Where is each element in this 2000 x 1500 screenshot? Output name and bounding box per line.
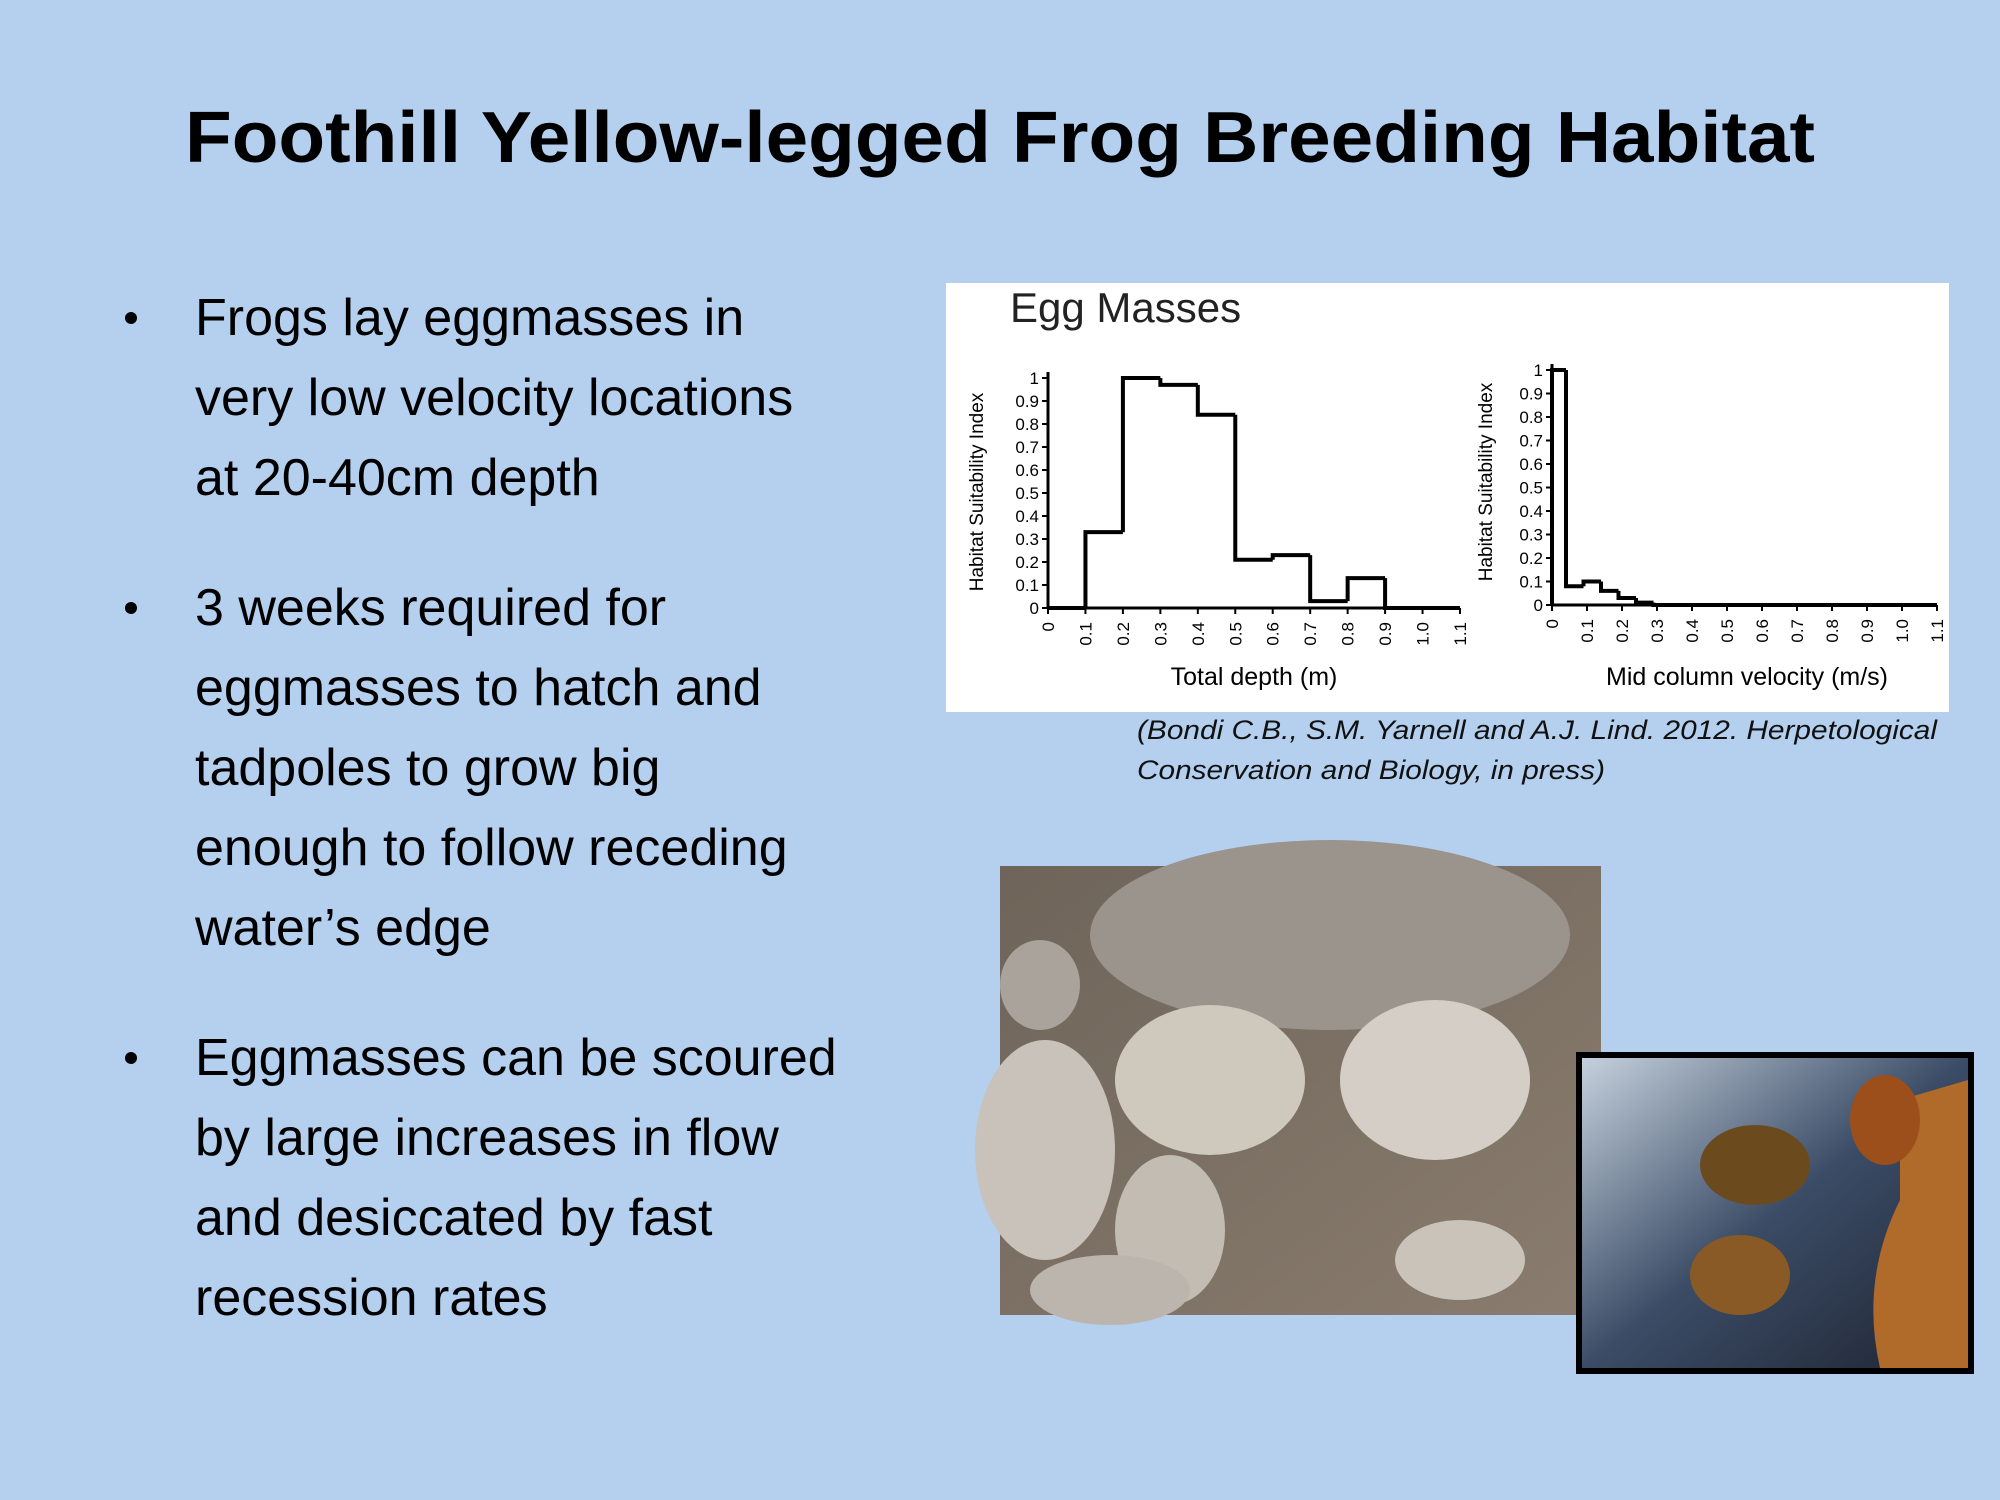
x-tick-label: 0.6 <box>1753 619 1772 643</box>
x-tick-label: 0.9 <box>1376 622 1395 646</box>
y-tick-label: 1 <box>1534 361 1543 380</box>
histogram-bar <box>1651 602 1937 607</box>
y-tick-label: 0.2 <box>1015 553 1039 572</box>
x-tick-label: 0.7 <box>1301 622 1320 646</box>
y-tick-label: 0.6 <box>1519 455 1543 474</box>
y-tick-label: 0.2 <box>1519 549 1543 568</box>
bullet-text: enough to follow receding <box>195 819 788 877</box>
bullet-list: Frogs lay eggmasses in very low velocity … <box>125 289 837 1327</box>
bullet-text: eggmasses to hatch and <box>195 659 762 717</box>
x-tick-label: 1.0 <box>1414 622 1433 646</box>
bullet-text: 3 weeks required for <box>195 579 666 637</box>
bullet-text: Eggmasses can be scoured <box>195 1029 837 1087</box>
charts: 0 0.1 0.2 0.3 0.4 0.5 0.6 0.7 0.8 0.9 1 0 0.1 0.2 0.3 0… <box>967 361 1947 691</box>
bullet-text: recession rates <box>195 1269 548 1327</box>
bullet-text: Frogs lay eggmasses in <box>195 289 744 347</box>
y-tick-label: 0.7 <box>1015 438 1039 457</box>
histogram-chart: 0 0.1 0.2 0.3 0.4 0.5 0.6 0.7 0.8 0.9 1 0 0.1 0.2 0.3 0… <box>967 369 1470 691</box>
photo-frogs <box>1576 1052 1974 1374</box>
histogram-chart: 0 0.1 0.2 0.3 0.4 0.5 0.6 0.7 0.8 0.9 1 0 0.1 0.2 0.3 0… <box>1476 361 1947 691</box>
y-tick-label: 1 <box>1030 369 1039 388</box>
x-tick-label: 0.5 <box>1718 619 1737 643</box>
y-tick-label: 0.6 <box>1015 461 1039 480</box>
y-tick-label: 0.8 <box>1015 415 1039 434</box>
x-tick-label: 0.3 <box>1648 619 1667 643</box>
y-tick-label: 0.8 <box>1519 408 1543 427</box>
x-axis-label: Total depth (m) <box>1171 663 1338 691</box>
x-tick-label: 0 <box>1039 622 1058 631</box>
y-tick-label: 0.1 <box>1015 576 1039 595</box>
histogram-bar <box>1195 384 1236 417</box>
bullet-marker <box>125 602 137 614</box>
bullet-text: very low velocity locations <box>195 369 793 427</box>
x-tick-label: 0.8 <box>1823 619 1842 643</box>
y-tick-label: 0.5 <box>1015 484 1039 503</box>
histogram-bar <box>1120 376 1161 533</box>
histogram-bar <box>1345 576 1386 602</box>
figure-panel <box>946 283 1949 712</box>
y-tick-label: 0.5 <box>1519 479 1543 498</box>
x-tick-label: 0.9 <box>1858 619 1877 643</box>
x-tick-label: 0.2 <box>1613 619 1632 643</box>
x-tick-label: 0.3 <box>1151 622 1170 646</box>
histogram-bar <box>1158 378 1198 387</box>
histogram-bar <box>1634 597 1654 605</box>
citation-line: Conservation and Biology, in press) <box>1137 755 1605 785</box>
x-tick-label: 1.1 <box>1928 619 1947 643</box>
bullet-marker <box>125 1052 137 1064</box>
x-tick-label: 0.1 <box>1578 619 1597 643</box>
histogram-bar <box>1083 530 1123 608</box>
y-tick-label: 0.7 <box>1519 432 1543 451</box>
y-tick-label: 0.4 <box>1519 502 1543 521</box>
x-tick-label: 0.8 <box>1339 622 1358 646</box>
histogram-bar <box>1308 555 1348 604</box>
x-tick-label: 0 <box>1543 619 1562 628</box>
histogram-bar <box>1550 368 1566 605</box>
citation: (Bondi C.B., S.M. Yarnell and A.J. Lind.… <box>1137 715 1938 785</box>
bullet-marker <box>125 312 137 324</box>
histogram-bar <box>1383 578 1423 610</box>
y-tick-label: 0.1 <box>1519 573 1543 592</box>
y-tick-label: 0.3 <box>1519 526 1543 545</box>
slide-title: Foothill Yellow-legged Frog Breeding Hab… <box>185 98 1815 178</box>
x-tick-label: 0.1 <box>1076 622 1095 646</box>
bullet-text: and desiccated by fast <box>195 1189 713 1247</box>
histogram-bar <box>1564 370 1584 589</box>
y-tick-label: 0 <box>1030 599 1039 618</box>
histogram-bar <box>1233 414 1273 562</box>
y-tick-label: 0 <box>1534 596 1543 615</box>
histogram-bar <box>1270 553 1311 560</box>
x-axis-label: Mid column velocity (m/s) <box>1606 663 1888 691</box>
histogram-bar <box>1599 581 1619 593</box>
histogram-bar <box>1581 579 1601 587</box>
x-tick-label: 0.7 <box>1788 619 1807 643</box>
y-tick-label: 0.3 <box>1015 530 1039 549</box>
citation-line: (Bondi C.B., S.M. Yarnell and A.J. Lind.… <box>1137 715 1938 745</box>
y-tick-label: 0.9 <box>1519 385 1543 404</box>
photo-rocks <box>975 840 1601 1325</box>
bullet-text: at 20-40cm depth <box>195 449 600 507</box>
x-tick-label: 0.5 <box>1226 622 1245 646</box>
y-tick-label: 0.4 <box>1015 507 1039 526</box>
x-tick-label: 0.4 <box>1683 619 1702 643</box>
bullet-text: tadpoles to grow big <box>195 739 660 797</box>
x-tick-label: 1.1 <box>1451 622 1470 646</box>
bullet-text: by large increases in flow <box>195 1109 779 1167</box>
y-tick-label: 0.9 <box>1015 392 1039 411</box>
x-tick-label: 1.0 <box>1893 619 1912 643</box>
figure-title: Egg Masses <box>1010 284 1241 331</box>
bullet-text: water’s edge <box>194 899 491 957</box>
y-axis-label: Habitat Suitability Index <box>967 392 988 591</box>
x-tick-label: 0.4 <box>1189 622 1208 646</box>
x-tick-label: 0.2 <box>1114 622 1133 646</box>
histogram-bar <box>1616 590 1636 600</box>
y-axis-label: Habitat Suitability Index <box>1476 382 1497 581</box>
x-tick-label: 0.6 <box>1264 622 1283 646</box>
